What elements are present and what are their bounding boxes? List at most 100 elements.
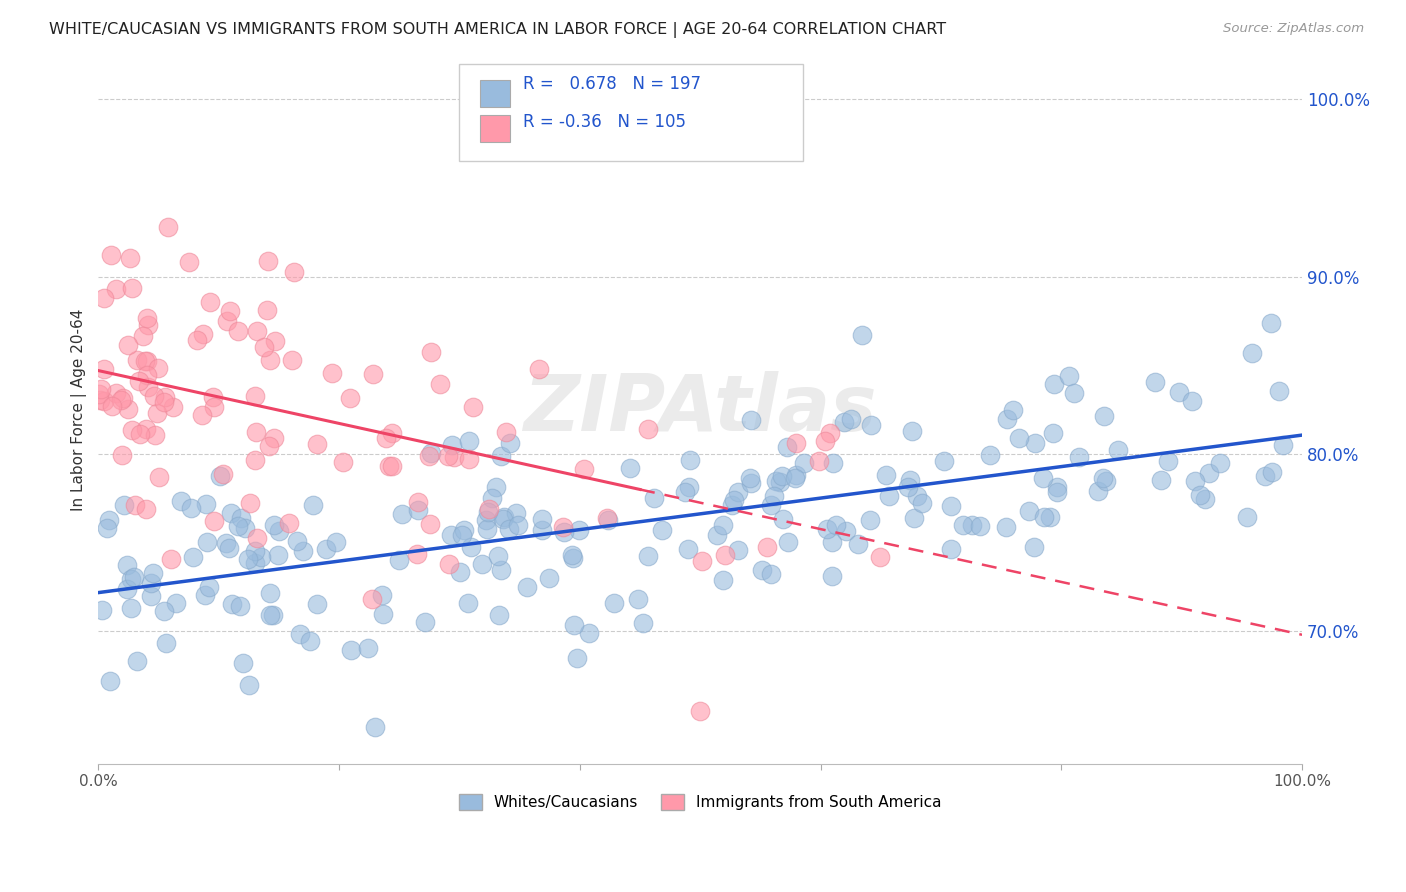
Point <box>256 302 278 317</box>
Point <box>770 469 793 483</box>
Point <box>727 542 749 557</box>
Point <box>136 354 159 368</box>
Point <box>572 461 595 475</box>
Point <box>530 524 553 538</box>
Point <box>90 382 112 396</box>
Point <box>371 588 394 602</box>
Point <box>785 471 807 485</box>
Point <box>1042 425 1064 440</box>
Point <box>776 440 799 454</box>
Point <box>905 490 928 504</box>
Point <box>418 449 440 463</box>
Point <box>1198 467 1220 481</box>
Point <box>201 390 224 404</box>
Point <box>1149 473 1171 487</box>
Point <box>153 604 176 618</box>
Point <box>250 550 273 565</box>
Point <box>761 498 783 512</box>
Point <box>637 549 659 563</box>
Point <box>860 418 883 433</box>
Point <box>263 432 285 446</box>
Point <box>281 353 304 368</box>
Point <box>1092 471 1115 485</box>
Point <box>475 513 498 527</box>
Point <box>821 535 844 549</box>
Point <box>851 328 873 343</box>
Point <box>932 454 955 468</box>
Point <box>87 387 110 401</box>
Point <box>565 650 588 665</box>
Point <box>457 596 479 610</box>
Point <box>952 517 974 532</box>
Point <box>1024 435 1046 450</box>
Point <box>846 537 869 551</box>
Point <box>198 580 221 594</box>
Point <box>440 437 463 451</box>
Point <box>93 291 115 305</box>
Point <box>263 607 285 622</box>
Point <box>531 511 554 525</box>
Point <box>100 399 122 413</box>
Point <box>121 572 143 586</box>
Point <box>170 494 193 508</box>
Point <box>245 389 267 403</box>
Point <box>825 518 848 533</box>
Point <box>1268 384 1291 399</box>
Point <box>155 636 177 650</box>
Point <box>315 541 337 556</box>
Point <box>875 468 897 483</box>
Point <box>146 406 169 420</box>
Point <box>139 575 162 590</box>
Point <box>292 543 315 558</box>
Point <box>246 531 269 545</box>
Point <box>420 446 443 460</box>
Point <box>506 517 529 532</box>
Point <box>477 522 499 536</box>
Point <box>529 362 551 376</box>
Point <box>1067 450 1090 464</box>
Point <box>121 423 143 437</box>
Point <box>226 519 249 533</box>
Point <box>498 522 520 536</box>
Point <box>676 542 699 557</box>
Point <box>243 544 266 558</box>
Point <box>120 600 142 615</box>
Text: R = -0.36   N = 105: R = -0.36 N = 105 <box>523 113 686 131</box>
Point <box>121 280 143 294</box>
Point <box>793 456 815 470</box>
Point <box>340 643 363 657</box>
Point <box>253 340 276 354</box>
Point <box>740 476 762 491</box>
Point <box>689 704 711 718</box>
Point <box>763 489 786 503</box>
Point <box>325 534 347 549</box>
Point <box>195 534 218 549</box>
Point <box>136 380 159 394</box>
Point <box>215 313 238 327</box>
Point <box>361 367 384 381</box>
Point <box>1261 465 1284 479</box>
Point <box>259 586 281 600</box>
Point <box>339 391 361 405</box>
Point <box>562 617 585 632</box>
Point <box>596 513 619 527</box>
Point <box>124 570 146 584</box>
Point <box>1042 377 1064 392</box>
Point <box>772 512 794 526</box>
Point <box>603 596 626 610</box>
Point <box>165 596 187 610</box>
Point <box>578 625 600 640</box>
Point <box>1188 487 1211 501</box>
Point <box>451 527 474 541</box>
Point <box>267 524 290 538</box>
Point <box>332 455 354 469</box>
Point <box>1022 540 1045 554</box>
Point <box>93 394 115 409</box>
Point <box>219 506 242 520</box>
Point <box>283 265 305 279</box>
Point <box>678 480 700 494</box>
Point <box>835 524 858 538</box>
Point <box>869 549 891 564</box>
Point <box>246 324 269 338</box>
Point <box>115 582 138 597</box>
